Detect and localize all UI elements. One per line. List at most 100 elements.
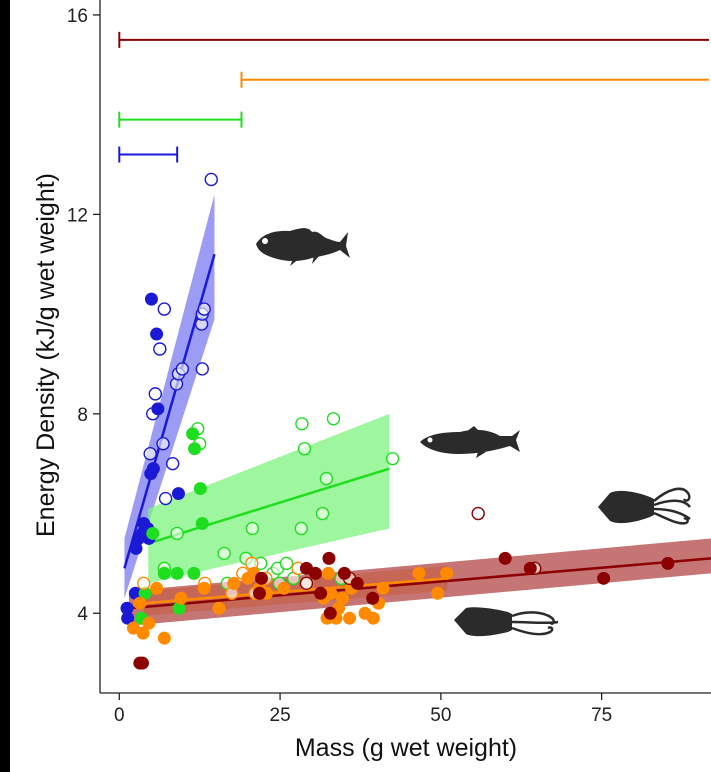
open-point-0-6: [165, 456, 180, 471]
open-point-0-15: [156, 437, 170, 451]
filled-point-0-11: [144, 292, 158, 306]
open-point-0-0: [143, 446, 157, 461]
open-point-1-15: [295, 417, 309, 431]
filled-point-3-4: [308, 566, 322, 580]
filled-point-3-11: [498, 551, 512, 565]
data-points: [120, 172, 675, 670]
filled-point-2-7: [197, 581, 211, 595]
filled-point-3-9: [350, 576, 364, 590]
filled-point-2-0: [126, 621, 140, 635]
open-point-1-17: [315, 506, 330, 521]
open-point-0-3: [153, 342, 167, 356]
filled-point-1-3: [157, 566, 171, 580]
open-point-1-14: [294, 521, 309, 536]
open-point-1-7: [245, 521, 260, 536]
energy-density-scatter-chart: 0 25 50 75 4 8 12 16 Mass (g wet weight) Energy…: [32, 0, 711, 762]
filled-point-2-29: [440, 566, 454, 580]
regression-lines: [123, 253, 711, 610]
open-point-1-1: [170, 526, 184, 541]
filled-point-1-5: [172, 601, 186, 615]
filled-point-0-0: [120, 601, 134, 615]
open-point-0-5: [158, 491, 173, 506]
filled-point-2-9: [227, 576, 241, 590]
y-tick-label-2: 12: [67, 205, 88, 226]
filled-point-1-1: [138, 586, 152, 600]
filled-point-0-10: [146, 462, 160, 476]
filled-point-2-27: [412, 566, 426, 580]
open-point-0-4: [157, 302, 172, 316]
filled-point-0-1: [121, 611, 135, 625]
filled-point-2-3: [142, 616, 156, 630]
filled-point-2-25: [366, 611, 380, 625]
filled-point-0-13: [151, 402, 165, 416]
filled-point-3-13: [597, 571, 611, 585]
filled-point-3-8: [337, 566, 351, 580]
open-point-0-2: [148, 387, 163, 401]
filled-point-3-6: [322, 551, 336, 565]
confidence-band-0: [124, 194, 215, 599]
open-point-1-18: [319, 471, 334, 486]
filled-point-0-12: [150, 327, 164, 341]
open-point-1-19: [326, 412, 341, 426]
x-tick-label-0: 0: [114, 705, 125, 726]
filled-point-3-10: [366, 591, 380, 605]
filled-point-2-28: [431, 586, 445, 600]
filled-point-2-14: [277, 581, 291, 595]
x-tick-label-3: 75: [591, 705, 612, 726]
open-point-0-9: [175, 362, 190, 376]
filled-point-2-21: [335, 591, 349, 605]
lanternfish-icon: [256, 228, 350, 266]
open-point-3-0: [471, 506, 485, 521]
filled-point-3-15: [253, 586, 267, 600]
filled-point-2-22: [343, 611, 357, 625]
filled-point-0-14: [171, 487, 185, 501]
regression-line-2: [143, 577, 448, 605]
filled-point-2-4: [150, 581, 164, 595]
y-axis-title: Energy Density (kJ/g wet weight): [32, 173, 60, 537]
filled-point-3-12: [523, 561, 537, 575]
filled-point-1-4: [170, 566, 184, 580]
filled-point-3-5: [314, 586, 328, 600]
open-point-0-14: [204, 172, 218, 187]
filled-point-1-2: [146, 526, 160, 540]
species-silhouettes: [256, 228, 691, 637]
y-tick-label-0: 4: [77, 604, 88, 625]
filled-point-3-7: [323, 606, 337, 620]
size-range-bars: [118, 31, 709, 163]
y-tick-label-3: 16: [67, 6, 88, 27]
squid-icon-2: [454, 607, 559, 637]
x-axis-title: Mass (g wet weight): [295, 734, 517, 762]
open-point-1-20: [385, 451, 400, 466]
filled-point-2-2: [136, 626, 150, 640]
filled-point-1-6: [186, 427, 200, 441]
confidence-band-1: [148, 413, 390, 584]
open-point-2-8: [137, 576, 151, 591]
filled-point-2-8: [212, 601, 226, 615]
filled-point-0-2: [128, 586, 142, 600]
open-point-1-4: [217, 546, 231, 561]
x-tick-label-1: 25: [270, 705, 291, 726]
slender-fish-icon: [420, 426, 520, 458]
open-point-3-3: [299, 576, 314, 591]
x-tick-label-2: 50: [430, 705, 451, 726]
open-point-0-12: [197, 302, 211, 316]
filled-point-3-2: [254, 571, 268, 585]
axes: 0 25 50 75 4 8 12 16: [67, 0, 711, 726]
filled-point-1-8: [193, 482, 207, 496]
filled-point-3-14: [661, 556, 675, 570]
filled-point-1-9: [195, 516, 209, 530]
open-point-1-12: [279, 556, 294, 571]
filled-point-1-7: [188, 442, 202, 456]
regression-line-1: [147, 467, 390, 545]
filled-point-2-6: [174, 591, 188, 605]
filled-point-2-30: [376, 581, 390, 595]
regression-line-3: [128, 557, 711, 610]
filled-point-3-1: [135, 656, 149, 670]
y-tick-label-1: 8: [77, 405, 88, 426]
open-point-0-13: [195, 362, 209, 376]
squid-icon: [598, 487, 691, 525]
filled-point-2-18: [324, 586, 338, 600]
filled-point-1-10: [187, 566, 201, 580]
filled-point-2-5: [157, 631, 171, 645]
filled-point-0-3: [129, 541, 143, 555]
